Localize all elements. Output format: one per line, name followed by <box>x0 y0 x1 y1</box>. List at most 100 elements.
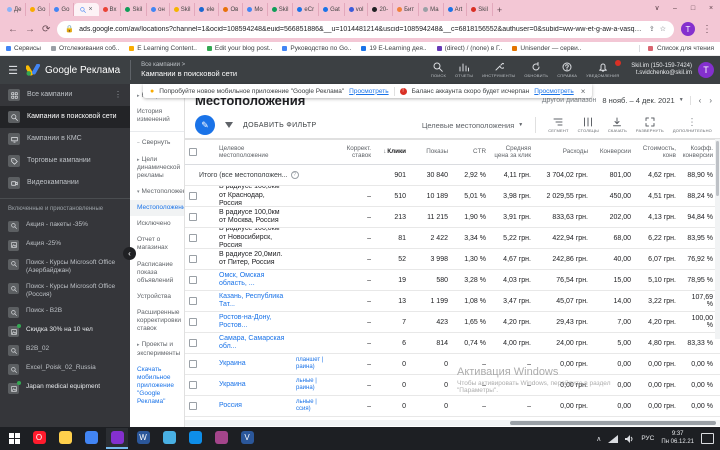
browser-tab[interactable]: ele <box>195 3 220 16</box>
url-text[interactable]: ads.google.com/aw/locations?channel=1&oc… <box>79 25 644 33</box>
keyboard-layout[interactable]: РУС <box>641 435 655 442</box>
taskbar-teamviewer-icon[interactable] <box>184 428 206 449</box>
tray-expand-icon[interactable]: ∧ <box>596 435 602 443</box>
share-icon[interactable]: ⇪ <box>648 26 655 33</box>
address-bar[interactable]: 🔒 ads.google.com/aw/locations?channel=1&… <box>57 20 674 38</box>
row-checkbox[interactable] <box>189 276 197 284</box>
view-selector[interactable]: Целевые местоположения ▼ <box>422 121 523 130</box>
taskbar-winrar-icon[interactable] <box>210 428 232 449</box>
column-header[interactable]: Целевое местоположение <box>219 144 269 159</box>
column-header[interactable]: Стоимость, конв <box>642 144 676 159</box>
browser-tab[interactable]: Ов <box>219 3 244 16</box>
sidebar-campaign-item[interactable]: Поиск - Курсы Microsoft Office (Россия) <box>0 279 130 303</box>
browser-tab[interactable]: × <box>74 3 99 16</box>
action-center-icon[interactable] <box>701 433 714 444</box>
date-prev-icon[interactable]: ‹ <box>698 95 702 105</box>
taskbar-office-app-icon[interactable]: V <box>236 428 258 449</box>
tab-close-icon[interactable]: × <box>88 6 93 13</box>
more-options-icon[interactable]: ⋮ <box>114 90 122 100</box>
menu-item[interactable]: ▸ Цели динамической рекламы <box>130 152 184 184</box>
hamburger-menu-icon[interactable]: ☰ <box>8 64 18 77</box>
vscroll-thumb[interactable] <box>716 141 719 196</box>
menu-item[interactable]: Местоположения <box>130 200 184 217</box>
row-checkbox[interactable] <box>189 234 197 242</box>
bookmark-item[interactable]: Unisender — серви.. <box>512 45 581 52</box>
menu-item[interactable]: Отчет о магазинах <box>130 232 184 256</box>
row-checkbox[interactable] <box>189 402 197 410</box>
hscroll-thumb[interactable] <box>510 421 716 425</box>
sidebar-campaign-item[interactable]: Поиск - B2B <box>0 303 130 322</box>
sidebar-item[interactable]: Все кампании ⋮ <box>0 84 130 106</box>
back-icon[interactable]: ← <box>8 23 18 35</box>
select-all-checkbox[interactable] <box>189 148 197 156</box>
campaign-link[interactable]: льные | ссия) <box>296 398 317 412</box>
tool-столбцы[interactable]: СТОЛБЦЫ <box>578 117 599 133</box>
close-button[interactable]: × <box>708 4 714 12</box>
sidebar-item[interactable]: Видеокампании <box>0 172 130 194</box>
row-checkbox[interactable] <box>189 360 197 368</box>
tool-дополнительно[interactable]: ДОПОЛНИТЕЛЬНО <box>673 117 712 133</box>
sidebar-item[interactable]: Кампании в поисковой сети <box>0 106 130 128</box>
add-filter-button[interactable]: ДОБАВИТЬ ФИЛЬТР <box>243 121 317 129</box>
bookmark-item[interactable]: Руководство по Go.. <box>282 45 351 52</box>
horizontal-scrollbar[interactable] <box>185 420 720 426</box>
google-ads-logo[interactable]: Google Реклама <box>26 64 130 76</box>
browser-tab[interactable]: Art <box>444 3 468 16</box>
maximize-button[interactable]: □ <box>690 4 696 12</box>
minimize-button[interactable]: – <box>673 4 677 12</box>
location-link[interactable]: Самара, Самарская обл... <box>219 334 285 350</box>
location-link[interactable]: Омск, Омская область, ... <box>219 271 265 287</box>
alert-view-link[interactable]: Просмотреть <box>534 87 574 95</box>
tool-скачать[interactable]: СКАЧАТЬ <box>608 117 627 133</box>
sidebar-campaign-item[interactable]: B2B_02 <box>0 341 130 360</box>
sidebar-campaign-item[interactable]: Скидка 30% на 10 чел <box>0 322 130 341</box>
browser-tab[interactable]: Де <box>3 3 27 16</box>
location-link[interactable]: Украина <box>219 380 246 388</box>
filter-funnel-icon[interactable] <box>225 122 233 128</box>
column-header[interactable]: Клики <box>387 148 406 156</box>
header-action-уведомления[interactable]: УВЕДОМЛЕНИЯ <box>586 60 622 78</box>
column-header[interactable]: Средняя цена за клик <box>494 144 531 159</box>
sidebar-item[interactable]: Торговые кампании <box>0 150 130 172</box>
tool-сегмент[interactable]: СЕГМЕНТ <box>548 117 568 133</box>
taskbar-file-explorer-icon[interactable] <box>54 428 76 449</box>
reload-icon[interactable]: ⟳ <box>42 23 51 35</box>
row-checkbox[interactable] <box>189 192 197 200</box>
taskbar-photos-icon[interactable] <box>158 428 180 449</box>
row-checkbox[interactable] <box>189 213 197 221</box>
header-action-справка[interactable]: СПРАВКА <box>557 62 577 78</box>
header-action-отчеты[interactable]: ОТЧЕТЫ <box>455 62 473 78</box>
campaign-link[interactable]: льные | раина) <box>296 377 317 391</box>
sidebar-campaign-item[interactable]: Акция -25% <box>0 236 130 255</box>
sidebar-campaign-item[interactable]: Japan medical equipment <box>0 379 130 398</box>
new-tab-button[interactable]: + <box>496 4 503 15</box>
column-header[interactable]: Коррект. ставок <box>346 144 371 159</box>
location-link[interactable]: Ростов-на-Дону, Ростов... <box>219 313 272 329</box>
browser-tab[interactable]: Мо <box>243 3 268 16</box>
column-header[interactable]: Конверсии <box>599 148 631 156</box>
browser-tab[interactable]: Вх <box>99 3 122 16</box>
forward-icon[interactable]: → <box>25 23 35 35</box>
column-header[interactable]: Коэфф. конверсии <box>682 144 714 159</box>
bookmark-item[interactable]: (direct) / (none) в Г.. <box>436 45 502 52</box>
browser-tab[interactable]: Skil <box>121 3 148 16</box>
volume-icon[interactable] <box>625 434 634 443</box>
column-header[interactable]: Показы <box>426 148 448 156</box>
browser-profile-avatar[interactable]: T <box>681 22 695 36</box>
vertical-scrollbar[interactable] <box>715 139 720 339</box>
network-icon[interactable] <box>608 434 619 443</box>
tip-view-link[interactable]: Просмотреть <box>349 87 389 95</box>
browser-tab[interactable]: Skil <box>170 3 196 16</box>
sidebar-campaign-item[interactable]: Акция - пакеты -35% <box>0 217 130 236</box>
row-checkbox[interactable] <box>189 318 197 326</box>
location-link[interactable]: Казань, Республика Тат... <box>219 292 284 308</box>
tool-развернуть[interactable]: РАЗВЕРНУТЬ <box>636 117 664 133</box>
breadcrumb[interactable]: Все кампании > Кампании в поисковой сети <box>130 59 247 81</box>
bookmark-item[interactable]: Edit your blog post.. <box>206 45 272 52</box>
date-next-icon[interactable]: › <box>709 95 712 105</box>
browser-tab[interactable]: 20- <box>368 3 394 16</box>
menu-item[interactable]: Скачать мобильное приложение "Google Рек… <box>130 362 184 411</box>
bookmark-item[interactable]: Сервисы <box>6 45 41 52</box>
taskbar-word-icon[interactable]: W <box>132 428 154 449</box>
bookmark-item[interactable]: Отслеживания соб.. <box>50 45 119 52</box>
